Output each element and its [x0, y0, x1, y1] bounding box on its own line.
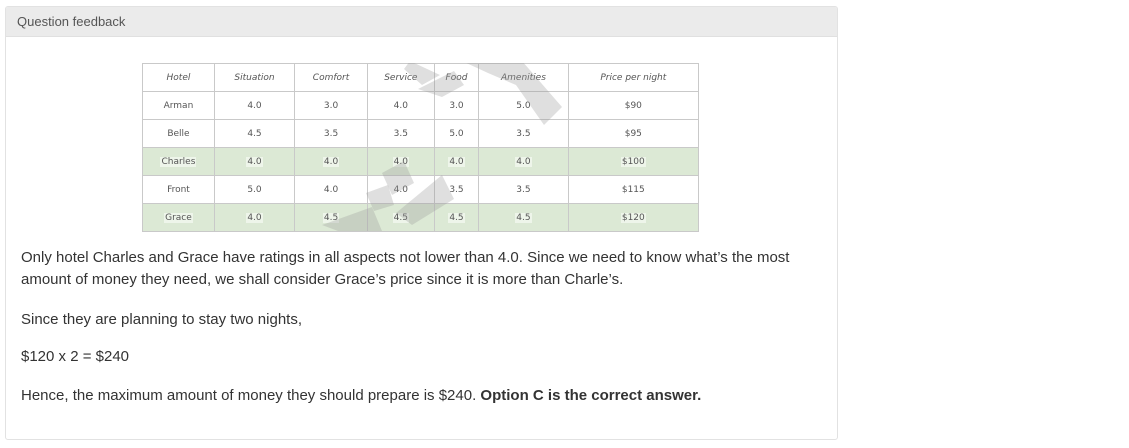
cell-situation: 4.0 — [213, 147, 296, 176]
feedback-text: Only hotel Charles and Grace have rating… — [21, 247, 826, 407]
cell-situation: 4.0 — [213, 203, 296, 232]
column-header-service: Service — [367, 63, 435, 92]
cell-service: 4.0 — [367, 91, 435, 120]
explanation-paragraph: Only hotel Charles and Grace have rating… — [21, 249, 790, 288]
column-header-comfort: Comfort — [294, 63, 368, 92]
cell-amenities: 3.5 — [478, 175, 569, 204]
table-row-highlighted: Charles 4.0 4.0 4.0 4.0 4.0 $100 — [142, 147, 700, 176]
column-header-food: Food — [433, 63, 480, 92]
cell-amenities: 5.0 — [478, 91, 569, 120]
cell-amenities: 4.0 — [478, 147, 569, 176]
calculation-equation: $120 x 2 = $240 — [21, 348, 130, 365]
column-header-price: Price per night — [567, 63, 700, 92]
cell-situation: 5.0 — [213, 175, 296, 204]
cell-comfort: 4.0 — [294, 175, 368, 204]
table-row: Belle 4.5 3.5 3.5 5.0 3.5 $95 — [142, 119, 700, 148]
column-header-amenities: Amenities — [478, 63, 569, 92]
conclusion-text: Hence, the maximum amount of money they … — [21, 387, 481, 404]
column-header-hotel: Hotel — [142, 63, 215, 92]
table-header-row: Hotel Situation Comfort Service Food Ame… — [142, 63, 700, 92]
cell-comfort: 4.0 — [294, 147, 368, 176]
column-header-situation: Situation — [213, 63, 296, 92]
cell-hotel: Belle — [142, 119, 215, 148]
cell-situation: 4.0 — [213, 91, 296, 120]
cell-hotel: Charles — [142, 147, 215, 176]
cell-food: 4.0 — [433, 147, 480, 176]
cell-price: $95 — [567, 119, 700, 148]
cell-amenities: 4.5 — [478, 203, 569, 232]
nights-paragraph: Since they are planning to stay two nigh… — [21, 311, 303, 328]
cell-amenities: 3.5 — [478, 119, 569, 148]
cell-comfort: 4.5 — [294, 203, 368, 232]
hotel-ratings-table: Hotel Situation Comfort Service Food Ame… — [142, 63, 700, 232]
cell-hotel: Grace — [142, 203, 215, 232]
cell-food: 5.0 — [433, 119, 480, 148]
cell-situation: 4.5 — [213, 119, 296, 148]
table-row: Arman 4.0 3.0 4.0 3.0 5.0 $90 — [142, 91, 700, 120]
cell-service: 4.5 — [367, 203, 435, 232]
hotel-table-figure: Hotel Situation Comfort Service Food Ame… — [142, 63, 700, 232]
cell-food: 3.5 — [433, 175, 480, 204]
cell-food: 3.0 — [433, 91, 480, 120]
panel-header: Question feedback — [6, 7, 837, 37]
table-row-highlighted: Grace 4.0 4.5 4.5 4.5 4.5 $120 — [142, 203, 700, 232]
feedback-panel: Question feedback Hotel Situation Comfor… — [5, 6, 838, 440]
panel-title: Question feedback — [17, 14, 126, 29]
table-row: Front 5.0 4.0 4.0 3.5 3.5 $115 — [142, 175, 700, 204]
cell-comfort: 3.0 — [294, 91, 368, 120]
cell-food: 4.5 — [433, 203, 480, 232]
correct-answer-text: Option C is the correct answer. — [480, 387, 702, 404]
cell-hotel: Arman — [142, 91, 215, 120]
conclusion-paragraph: Hence, the maximum amount of money they … — [21, 385, 826, 407]
cell-price: $100 — [567, 147, 700, 176]
cell-service: 4.0 — [367, 147, 435, 176]
cell-price: $120 — [567, 203, 700, 232]
cell-hotel: Front — [142, 175, 215, 204]
cell-comfort: 3.5 — [294, 119, 368, 148]
cell-price: $115 — [567, 175, 700, 204]
cell-service: 3.5 — [367, 119, 435, 148]
cell-service: 4.0 — [367, 175, 435, 204]
cell-price: $90 — [567, 91, 700, 120]
